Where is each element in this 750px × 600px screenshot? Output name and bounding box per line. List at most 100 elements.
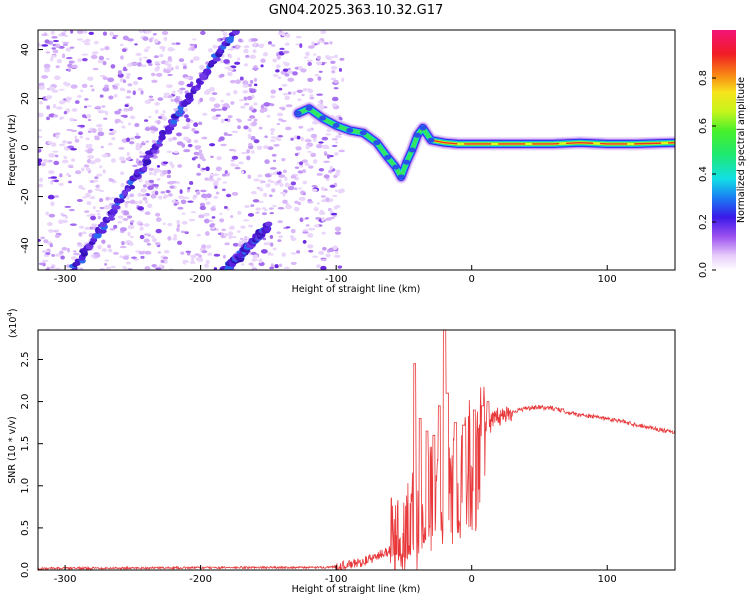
noise-speckle <box>302 192 307 196</box>
noise-speckle <box>278 235 284 239</box>
noise-speckle <box>118 147 125 150</box>
noise-speckle <box>71 64 78 69</box>
noise-speckle <box>62 140 67 144</box>
noise-speckle <box>92 179 99 183</box>
diagonal-track-upper-blob <box>109 208 118 215</box>
noise-speckle <box>279 47 285 51</box>
noise-speckle <box>166 150 173 154</box>
noise-speckle <box>255 211 260 214</box>
noise-speckle <box>41 75 49 79</box>
noise-speckle <box>182 259 186 265</box>
noise-speckle <box>119 156 125 162</box>
noise-speckle <box>132 258 140 261</box>
noise-speckle <box>55 134 60 139</box>
noise-speckle <box>241 170 245 174</box>
noise-speckle <box>151 235 155 239</box>
noise-speckle <box>154 38 159 44</box>
noise-speckle <box>227 71 233 77</box>
noise-speckle <box>226 208 230 211</box>
noise-speckle <box>172 90 176 95</box>
noise-speckle <box>284 95 290 101</box>
noise-speckle <box>251 267 258 270</box>
noise-speckle <box>51 36 58 39</box>
noise-speckle <box>77 58 82 63</box>
noise-speckle <box>216 177 222 181</box>
noise-speckle <box>264 159 270 165</box>
noise-speckle <box>277 76 282 80</box>
snr-y-tick-label: 2.5 <box>20 352 31 368</box>
noise-speckle <box>89 196 96 200</box>
noise-speckle <box>200 247 207 251</box>
noise-speckle <box>223 205 228 210</box>
diagonal-track-upper-blob <box>209 59 215 66</box>
noise-speckle <box>271 153 277 157</box>
diagonal-track-lower-blob <box>215 273 221 278</box>
noise-speckle <box>213 267 218 270</box>
noise-speckle <box>78 232 83 237</box>
noise-speckle <box>310 133 318 139</box>
noise-speckle <box>98 55 105 61</box>
noise-speckle <box>223 59 230 64</box>
spectrogram-y-ticks: -40 -20 0 20 40 <box>20 43 43 254</box>
noise-speckle <box>334 231 342 235</box>
noise-speckle <box>313 53 317 56</box>
noise-speckle <box>68 180 72 184</box>
noise-speckle <box>329 165 334 171</box>
noise-speckle <box>183 136 190 141</box>
noise-speckle <box>207 48 214 53</box>
noise-speckle <box>317 100 322 104</box>
noise-speckle <box>282 50 290 54</box>
noise-speckle <box>146 46 151 49</box>
noise-speckle <box>332 194 338 198</box>
snr-multiplier-exponent: 4 <box>6 312 14 317</box>
colorbar-tick-label: 0.2 <box>698 214 709 230</box>
noise-speckle <box>160 191 166 194</box>
noise-speckle <box>107 244 112 249</box>
noise-speckle <box>191 128 196 132</box>
noise-speckle <box>267 146 274 151</box>
noise-speckle <box>176 224 181 228</box>
noise-speckle <box>117 70 122 75</box>
noise-speckle <box>277 239 282 243</box>
noise-speckle <box>294 152 299 157</box>
noise-speckle <box>85 105 93 108</box>
noise-speckle <box>295 146 302 151</box>
noise-speckle <box>295 176 299 181</box>
signal-blob <box>305 105 313 111</box>
noise-speckle <box>109 31 115 37</box>
noise-speckle <box>341 77 345 82</box>
noise-speckle <box>296 135 301 140</box>
noise-speckle <box>225 193 232 198</box>
noise-speckle <box>210 108 217 112</box>
noise-speckle <box>209 96 216 102</box>
noise-speckle <box>196 257 204 263</box>
noise-speckle <box>38 262 45 266</box>
noise-speckle <box>166 84 173 88</box>
noise-speckle <box>238 240 243 245</box>
noise-speckle <box>119 255 124 258</box>
noise-speckle <box>135 132 140 136</box>
noise-speckle <box>136 62 142 67</box>
noise-speckle <box>321 231 326 235</box>
noise-speckle <box>125 261 131 265</box>
noise-speckle <box>65 47 72 52</box>
noise-speckle <box>277 206 285 210</box>
noise-speckle <box>97 215 101 220</box>
noise-speckle <box>170 98 174 102</box>
noise-speckle <box>166 66 173 70</box>
noise-speckle <box>222 181 228 184</box>
noise-speckle <box>112 36 117 40</box>
noise-speckle <box>173 150 179 154</box>
noise-speckle <box>220 30 225 33</box>
noise-speckle <box>237 125 241 130</box>
noise-speckle <box>181 212 186 215</box>
noise-speckle <box>163 194 169 198</box>
noise-speckle <box>90 54 98 60</box>
noise-speckle <box>311 184 318 188</box>
noise-speckle <box>177 195 185 200</box>
noise-speckle <box>160 259 165 264</box>
noise-speckle <box>244 102 250 106</box>
noise-speckle <box>270 242 274 247</box>
noise-speckle <box>99 189 105 193</box>
noise-speckle <box>249 54 256 60</box>
